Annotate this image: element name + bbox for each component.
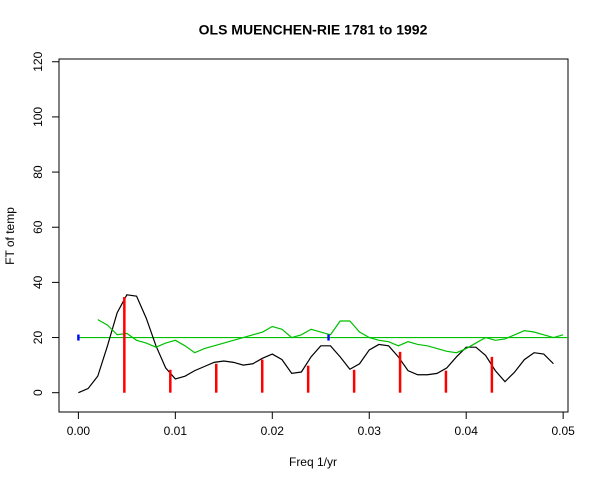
- plot-frame: [58, 58, 569, 413]
- x-tick-label: 0.00: [67, 424, 91, 438]
- x-tick-label: 0.02: [261, 424, 285, 438]
- y-tick-label: 120: [31, 51, 45, 71]
- y-tick-label: 100: [31, 107, 45, 127]
- y-tick-label: 60: [31, 220, 45, 234]
- data-line: [97, 319, 564, 354]
- marker: [327, 334, 330, 341]
- x-tick-label: 0.01: [164, 424, 188, 438]
- y-axis-label: FT of temp: [3, 207, 17, 265]
- y-tick-label: 0: [31, 389, 45, 396]
- marker: [77, 334, 80, 341]
- x-tick-label: 0.03: [358, 424, 382, 438]
- y-tick-label: 80: [31, 165, 45, 179]
- data-line: [78, 294, 554, 394]
- x-tick-label: 0.04: [455, 424, 479, 438]
- y-tick-label: 40: [31, 275, 45, 289]
- x-tick-label: 0.05: [551, 424, 575, 438]
- x-axis-label: Freq 1/yr: [289, 455, 337, 469]
- y-tick-label: 20: [31, 331, 45, 345]
- chart-title: OLS MUENCHEN-RIE 1781 to 1992: [199, 22, 428, 38]
